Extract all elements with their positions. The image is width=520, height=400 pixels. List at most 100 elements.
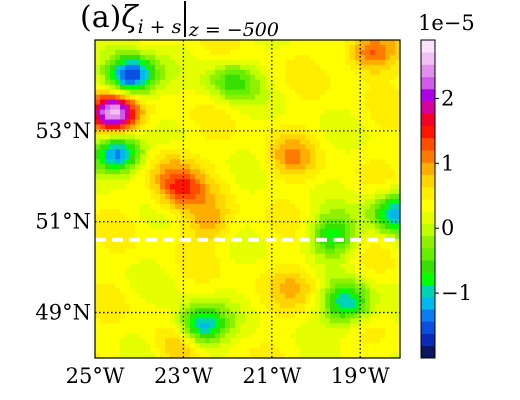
field-cell — [370, 114, 376, 121]
field-cell — [380, 109, 386, 116]
field-cell — [355, 129, 361, 136]
field-cell — [190, 79, 196, 86]
field-cell — [155, 94, 161, 101]
field-cell — [260, 318, 266, 324]
field-cell — [380, 154, 386, 160]
field-cell — [255, 353, 261, 358]
field-cell — [335, 69, 341, 76]
field-cell — [250, 159, 256, 165]
field-cell — [335, 213, 341, 220]
field-cell — [320, 64, 326, 71]
field-cell — [280, 253, 286, 260]
field-cell — [385, 313, 391, 319]
field-cell — [300, 69, 306, 76]
field-cell — [325, 169, 331, 175]
field-cell — [325, 258, 331, 265]
field-cell — [255, 64, 261, 71]
field-cell — [200, 49, 206, 56]
field-cell — [390, 328, 396, 334]
field-cell — [365, 263, 371, 270]
field-cell — [385, 328, 391, 334]
field-cell — [260, 169, 266, 175]
field-cell — [195, 228, 201, 235]
field-cell — [200, 79, 206, 86]
field-cell — [170, 169, 176, 175]
field-cell — [365, 318, 371, 324]
field-cell — [200, 179, 206, 185]
field-cell — [115, 49, 121, 56]
field-cell — [190, 328, 196, 334]
field-cell — [255, 104, 261, 111]
field-cell — [350, 69, 356, 76]
field-cell — [150, 223, 156, 230]
field-cell — [195, 283, 201, 290]
field-cell — [395, 179, 400, 185]
field-cell — [95, 179, 101, 185]
field-cell — [240, 313, 246, 319]
field-cell — [325, 333, 331, 339]
field-cell — [245, 278, 251, 285]
field-cell — [150, 303, 156, 309]
field-cell — [225, 119, 231, 126]
field-cell — [145, 194, 151, 200]
field-cell — [230, 49, 236, 56]
field-cell — [160, 59, 166, 66]
field-cell — [340, 199, 346, 205]
field-cell — [370, 99, 376, 106]
field-cell — [385, 139, 391, 145]
field-cell — [370, 189, 376, 195]
field-cell — [360, 348, 366, 354]
field-cell — [230, 333, 236, 339]
field-cell — [115, 283, 121, 290]
field-cell — [215, 278, 221, 285]
field-cell — [300, 308, 306, 314]
field-cell — [225, 208, 231, 215]
field-cell — [180, 99, 186, 106]
field-cell — [230, 129, 236, 136]
field-cell — [230, 104, 236, 111]
field-cell — [335, 288, 341, 295]
field-cell — [290, 179, 296, 185]
field-cell — [340, 283, 346, 290]
field-cell — [370, 74, 376, 81]
field-cell — [100, 164, 106, 170]
field-cell — [325, 129, 331, 136]
field-cell — [125, 84, 131, 91]
field-cell — [305, 104, 311, 111]
field-cell — [390, 338, 396, 344]
field-cell — [205, 199, 211, 205]
field-cell — [260, 333, 266, 339]
field-cell — [210, 169, 216, 175]
field-cell — [145, 189, 151, 195]
field-cell — [270, 243, 276, 250]
field-cell — [120, 203, 126, 210]
field-cell — [360, 119, 366, 126]
field-cell — [175, 218, 181, 225]
field-cell — [135, 308, 141, 314]
field-cell — [100, 44, 106, 51]
field-cell — [255, 139, 261, 145]
field-cell — [325, 64, 331, 71]
field-cell — [335, 189, 341, 195]
field-cell — [175, 40, 181, 46]
field-cell — [345, 223, 351, 230]
field-cell — [230, 308, 236, 314]
field-cell — [345, 308, 351, 314]
field-cell — [215, 59, 221, 66]
field-cell — [250, 248, 256, 255]
field-cell — [250, 149, 256, 155]
field-cell — [220, 248, 226, 255]
field-cell — [220, 194, 226, 200]
field-cell — [275, 119, 281, 126]
field-cell — [320, 298, 326, 304]
field-cell — [160, 228, 166, 235]
field-cell — [205, 134, 211, 140]
field-cell — [350, 189, 356, 195]
field-cell — [335, 223, 341, 230]
field-cell — [200, 159, 206, 165]
field-cell — [285, 338, 291, 344]
field-cell — [150, 119, 156, 126]
field-cell — [265, 149, 271, 155]
field-cell — [225, 228, 231, 235]
field-cell — [150, 159, 156, 165]
